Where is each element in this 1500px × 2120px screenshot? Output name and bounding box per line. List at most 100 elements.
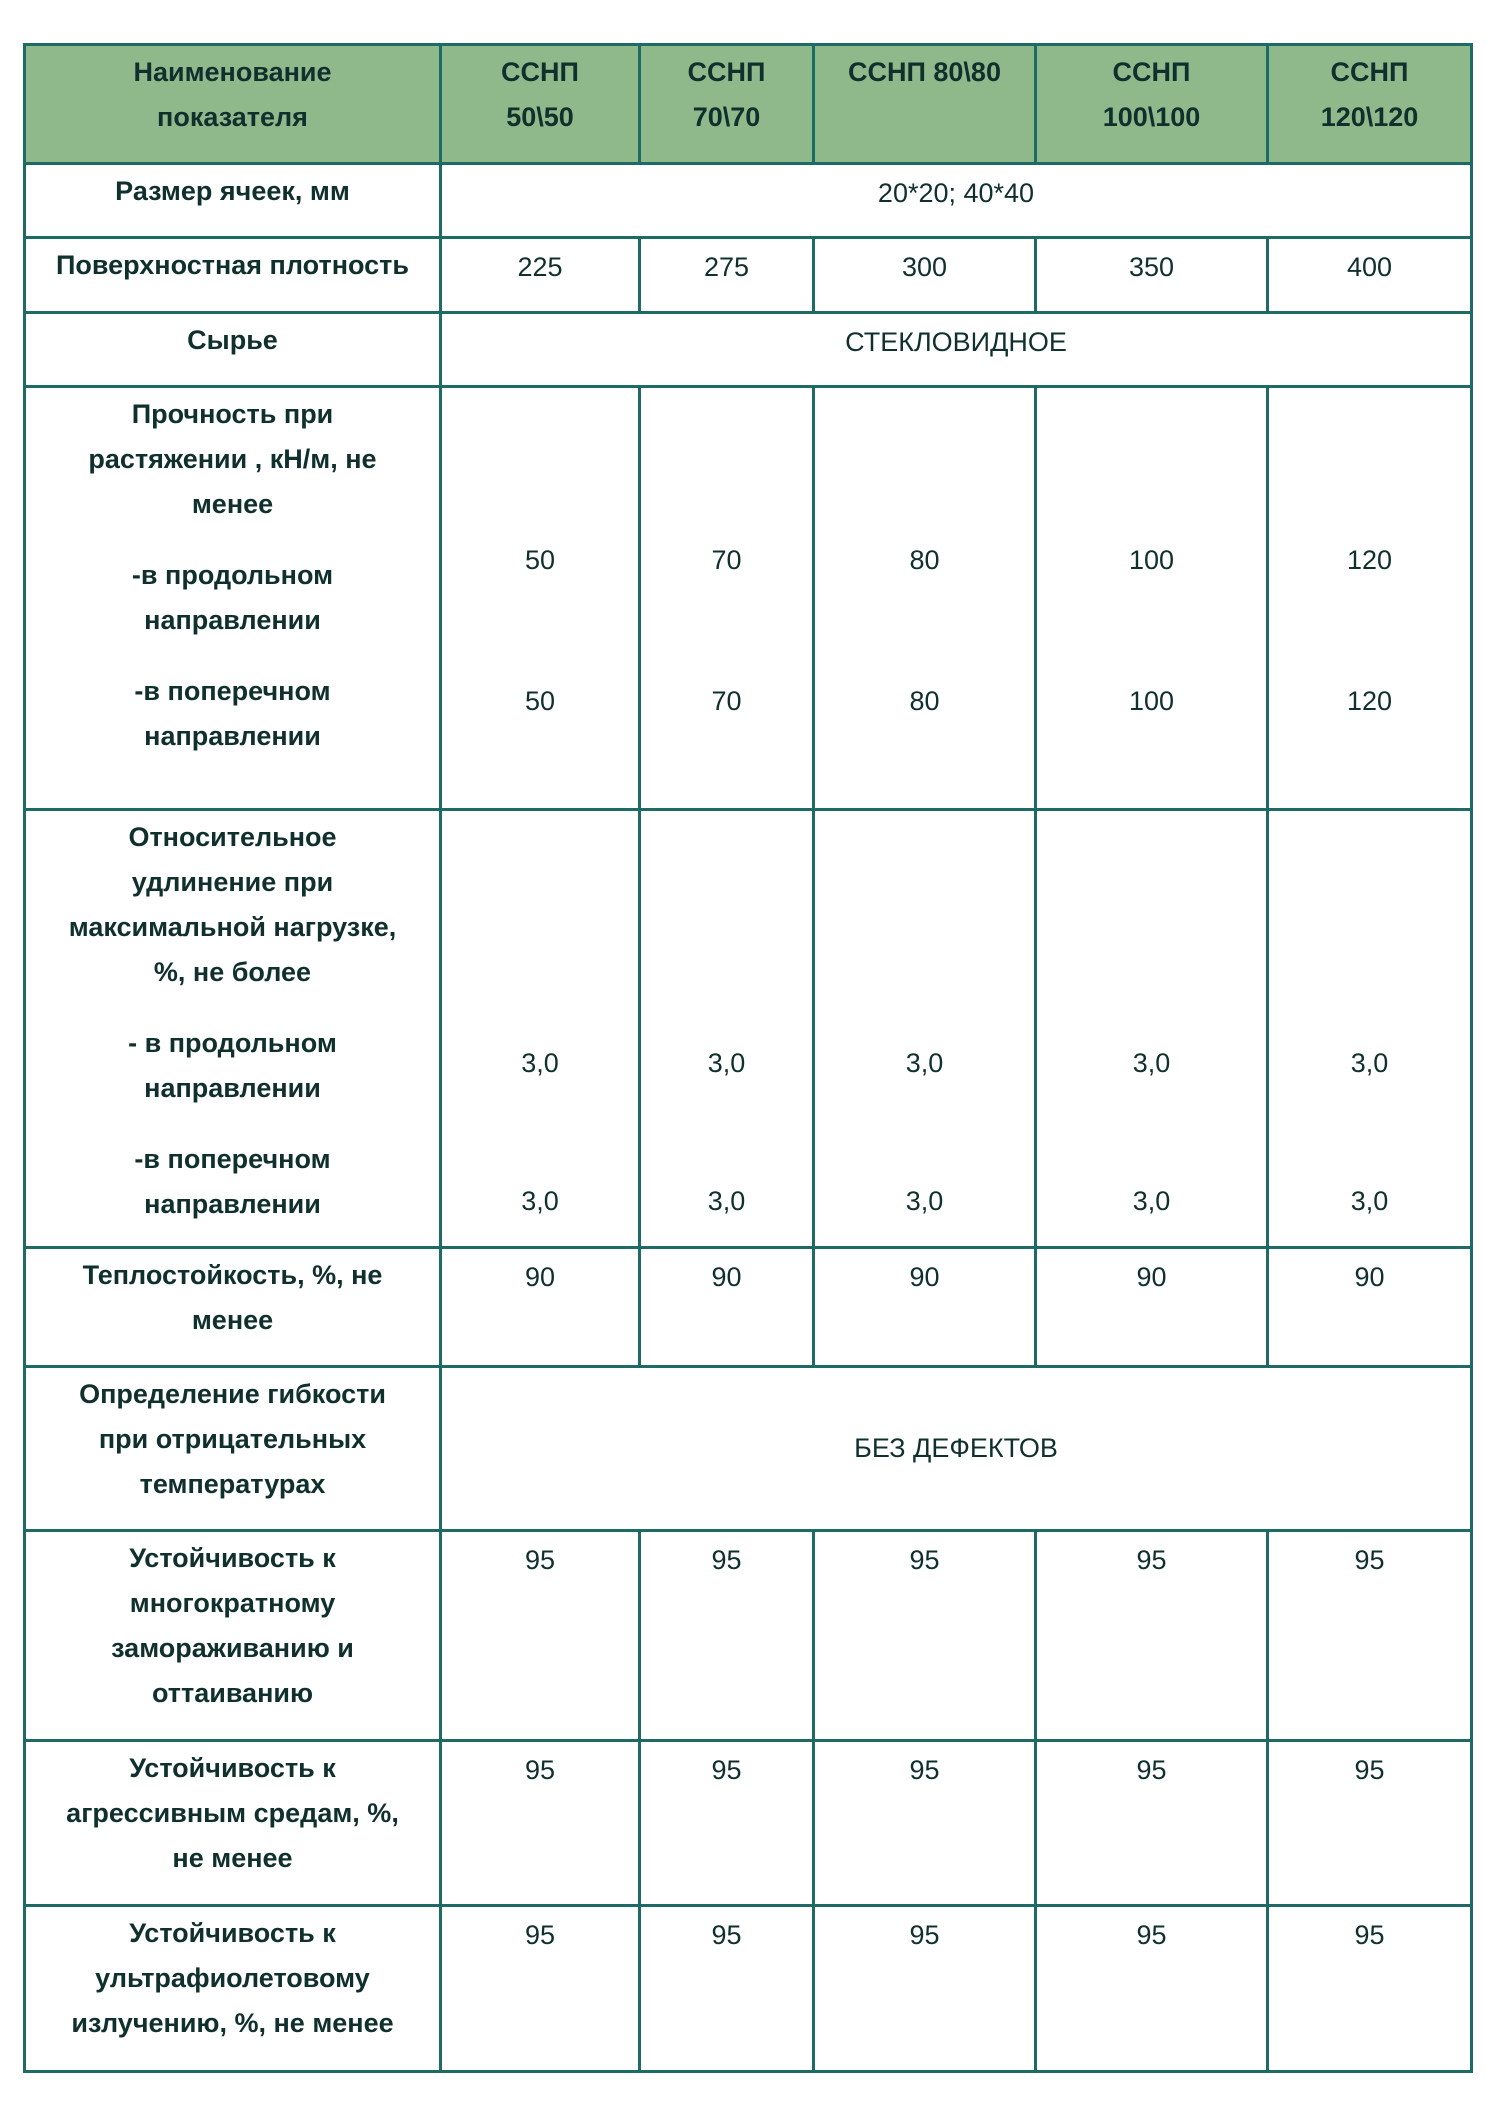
cell-value: 350	[1034, 236, 1269, 314]
text: Прочность при	[131, 399, 334, 429]
row-label: Относительное удлинение при максимальной…	[23, 808, 442, 1249]
text: 70\70	[692, 102, 761, 132]
text: удлинение при	[131, 867, 334, 897]
text: направлении	[144, 605, 321, 635]
table-row: Определение гибкости при отрицательных тем…	[23, 1365, 1473, 1532]
text: 50\50	[506, 102, 574, 132]
text: 50	[524, 686, 556, 716]
text: ССНП 80\80	[848, 57, 1001, 87]
text: 80	[909, 545, 940, 575]
cell-value: 95	[812, 1739, 1037, 1907]
text: ССНП	[1330, 57, 1409, 87]
row-label: Сырье	[23, 311, 442, 388]
text: -в поперечном	[134, 676, 331, 706]
text: максимальной нагрузке,	[68, 912, 397, 942]
cell-value: 100 100	[1034, 385, 1269, 811]
text: Наименование	[133, 57, 332, 87]
text: 3,0	[1132, 1186, 1171, 1216]
cell-value: 70 70	[638, 385, 815, 811]
text: Устойчивость к	[129, 1918, 336, 1948]
text: ССНП	[1112, 57, 1191, 87]
text: растяжении , кН/м, не	[88, 444, 377, 474]
text: при отрицательных	[98, 1424, 367, 1454]
cell-value: 90	[1266, 1246, 1473, 1368]
row-label: Прочность при растяжении , кН/м, не мене…	[23, 385, 442, 811]
table-row: Размер ячеек, мм 20*20; 40*40	[23, 162, 1473, 239]
header-row: Наименование показателя ССНП 50\50 ССНП 70\…	[23, 43, 1473, 165]
cell-value: 95	[439, 1739, 641, 1907]
header-col: ССНП 50\50	[439, 43, 641, 165]
text: 3,0	[905, 1186, 944, 1216]
text: менее	[191, 1305, 274, 1335]
cell-value: СТЕКЛОВИДНОЕ	[439, 311, 1473, 388]
text: многократному	[129, 1588, 336, 1618]
table-row: Устойчивость к многократному замораживанию…	[23, 1529, 1473, 1742]
table-row: Устойчивость к агрессивным средам, %, не м…	[23, 1739, 1473, 1907]
text: ССНП	[687, 57, 766, 87]
cell-value: 95	[439, 1529, 641, 1742]
cell-value: 95	[812, 1904, 1037, 2073]
cell-value: 225	[439, 236, 641, 314]
cell-value: 120 120	[1266, 385, 1473, 811]
text: Устойчивость к	[129, 1753, 336, 1783]
text: излучению, %, не менее	[71, 2008, 394, 2038]
table-row: Сырье СТЕКЛОВИДНОЕ	[23, 311, 1473, 388]
text: 70	[711, 686, 742, 716]
cell-value: 3,0 3,0	[812, 808, 1037, 1249]
text: 3,0	[1350, 1186, 1389, 1216]
text: 120	[1346, 545, 1393, 575]
text: 70	[711, 545, 742, 575]
text: 80	[909, 686, 940, 716]
text: 100	[1128, 686, 1175, 716]
text: 3,0	[1350, 1048, 1389, 1078]
row-label: Устойчивость к многократному замораживанию…	[23, 1529, 442, 1742]
table-row: Прочность при растяжении , кН/м, не мене…	[23, 385, 1473, 811]
specifications-table: Наименование показателя ССНП 50\50 ССНП 70\…	[23, 43, 1473, 2073]
cell-value: 275	[638, 236, 815, 314]
text: -в продольном	[131, 560, 334, 590]
cell-value: 90	[1034, 1246, 1269, 1368]
header-col: ССНП 70\70	[638, 43, 815, 165]
table-row: Устойчивость к ультрафиолетовому излучению…	[23, 1904, 1473, 2073]
cell-value: 90	[812, 1246, 1037, 1368]
cell-value: БЕЗ ДЕФЕКТОВ	[439, 1365, 1473, 1532]
text: 50	[524, 545, 556, 575]
text: 3,0	[707, 1186, 746, 1216]
text: 3,0	[521, 1186, 559, 1216]
cell-value: 90	[439, 1246, 641, 1368]
text: Теплостойкость, %, не	[82, 1260, 383, 1290]
text: 3,0	[707, 1048, 746, 1078]
text: Определение гибкости	[79, 1379, 386, 1409]
cell-value: 95	[638, 1904, 815, 2073]
text: оттаиванию	[151, 1678, 314, 1708]
text: менее	[191, 489, 274, 519]
text: ССНП	[501, 57, 579, 87]
row-label: Определение гибкости при отрицательных тем…	[23, 1365, 442, 1532]
text: 100	[1128, 545, 1175, 575]
text: ультрафиолетовому	[95, 1963, 370, 1993]
text: 3,0	[905, 1048, 944, 1078]
cell-value: 80 80	[812, 385, 1037, 811]
cell-value: 95	[1266, 1739, 1473, 1907]
cell-value: 95	[812, 1529, 1037, 1742]
text: агрессивным средам, %,	[66, 1798, 399, 1828]
cell-value: 95	[1034, 1529, 1269, 1742]
text: направлении	[144, 1189, 321, 1219]
row-label: Поверхностная плотность	[23, 236, 442, 314]
row-label: Размер ячеек, мм	[23, 162, 442, 239]
text: Устойчивость к	[129, 1543, 336, 1573]
cell-value: 3,0 3,0	[439, 808, 641, 1249]
text: 120\120	[1320, 102, 1419, 132]
cell-value: 95	[638, 1529, 815, 1742]
text: -в поперечном	[134, 1144, 331, 1174]
header-col: ССНП 100\100	[1034, 43, 1269, 165]
text: температурах	[139, 1469, 326, 1499]
table-row: Поверхностная плотность 225 275 300 350 …	[23, 236, 1473, 314]
text: направлении	[144, 1073, 321, 1103]
header-col: ССНП 120\120	[1266, 43, 1473, 165]
text: направлении	[144, 721, 321, 751]
row-label: Устойчивость к ультрафиолетовому излучению…	[23, 1904, 442, 2073]
row-label: Теплостойкость, %, не менее	[23, 1246, 442, 1368]
text: 3,0	[521, 1048, 559, 1078]
cell-value: 400	[1266, 236, 1473, 314]
